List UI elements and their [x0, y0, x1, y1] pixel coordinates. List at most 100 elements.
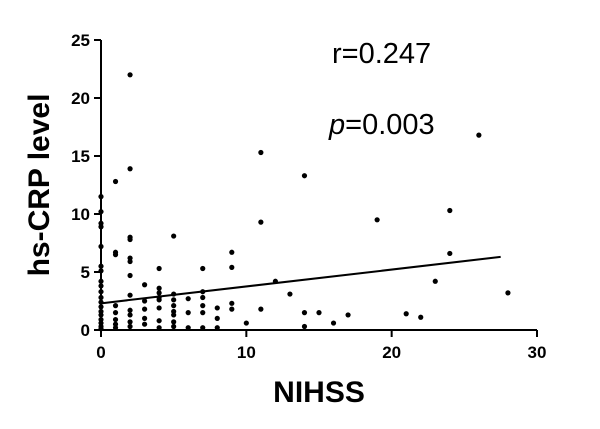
regression-line	[100, 255, 501, 305]
ticks: 0 10 20 30 0 5 10 15 20 25	[71, 31, 546, 362]
data-point	[98, 220, 104, 226]
data-point	[214, 325, 220, 331]
data-point	[127, 234, 133, 240]
data-point	[127, 323, 133, 330]
x-tick-label: 10	[237, 343, 256, 362]
data-point	[258, 306, 264, 312]
data-point	[98, 263, 104, 269]
data-point	[112, 310, 119, 316]
data-point	[214, 315, 220, 321]
data-point	[156, 285, 162, 291]
data-point	[127, 272, 133, 279]
data-point	[229, 264, 235, 270]
y-tick-label: 10	[71, 205, 90, 224]
data-point	[127, 307, 133, 313]
data-point	[98, 209, 104, 215]
data-point	[98, 304, 104, 310]
data-point	[185, 310, 191, 316]
y-axis-title: hs-CRP level	[23, 94, 56, 277]
data-point	[330, 320, 337, 326]
data-point	[316, 310, 322, 316]
r-annotation: r=0.247	[332, 38, 431, 70]
data-point	[171, 303, 177, 309]
data-point	[185, 325, 191, 331]
data-point	[229, 249, 235, 255]
data-point	[200, 310, 206, 316]
data-point	[229, 306, 235, 312]
data-point	[214, 305, 220, 311]
data-point	[156, 305, 162, 311]
data-point	[301, 323, 308, 330]
data-point	[200, 265, 206, 272]
data-point	[127, 312, 133, 318]
data-point	[403, 311, 409, 317]
data-point	[272, 278, 278, 284]
data-point	[171, 291, 177, 297]
p-annotation: p=0.003	[328, 109, 435, 141]
data-point	[112, 178, 119, 185]
data-point	[98, 289, 104, 295]
regression-line-group	[100, 255, 501, 305]
x-tick-label: 0	[96, 343, 105, 362]
data-point	[127, 72, 133, 78]
data-point	[112, 321, 119, 327]
data-point	[229, 300, 235, 306]
y-tick-label: 5	[81, 263, 90, 282]
data-point	[301, 310, 308, 316]
data-point	[200, 303, 206, 309]
y-tick-label: 0	[81, 321, 90, 340]
y-tick-label: 25	[71, 31, 90, 50]
data-point	[447, 207, 453, 214]
data-point	[200, 325, 206, 331]
data-point	[112, 316, 119, 323]
data-point	[142, 321, 148, 327]
data-point	[258, 219, 264, 225]
data-point	[171, 323, 177, 330]
data-point	[374, 217, 380, 223]
y-tick-label: 20	[71, 89, 90, 108]
y-tick-label: 15	[71, 147, 90, 166]
data-point	[171, 297, 177, 303]
data-point	[301, 173, 308, 179]
data-point	[258, 149, 264, 156]
data-point	[127, 292, 133, 298]
data-point	[98, 268, 104, 274]
axes	[100, 40, 537, 331]
p-symbol: p	[328, 109, 345, 141]
x-tick-label: 30	[528, 343, 547, 362]
data-point	[287, 291, 293, 297]
data-point	[98, 243, 104, 250]
data-point	[200, 289, 206, 295]
data-point	[200, 294, 206, 301]
data-point	[142, 306, 148, 312]
x-tick-label: 20	[382, 343, 401, 362]
data-points	[98, 72, 511, 332]
data-point	[98, 283, 104, 289]
data-point	[98, 294, 104, 301]
data-point	[142, 298, 148, 304]
data-point	[156, 265, 162, 272]
data-point	[476, 132, 482, 138]
data-point	[98, 308, 104, 315]
data-point	[171, 319, 177, 325]
data-point	[185, 296, 191, 302]
data-point	[432, 278, 438, 284]
data-point	[98, 316, 104, 323]
data-point	[127, 319, 133, 325]
data-point	[243, 320, 249, 326]
x-axis-title: NIHSS	[273, 376, 365, 409]
data-point	[171, 233, 177, 239]
data-point	[112, 249, 119, 255]
data-point	[171, 308, 177, 315]
data-point	[345, 312, 351, 318]
data-point	[142, 282, 148, 288]
data-point	[418, 314, 424, 320]
data-point	[447, 250, 453, 257]
data-point	[142, 315, 148, 321]
data-point	[156, 294, 162, 301]
p-value: =0.003	[345, 109, 435, 141]
data-point	[127, 166, 133, 172]
data-point	[156, 290, 162, 296]
data-point	[127, 255, 133, 261]
